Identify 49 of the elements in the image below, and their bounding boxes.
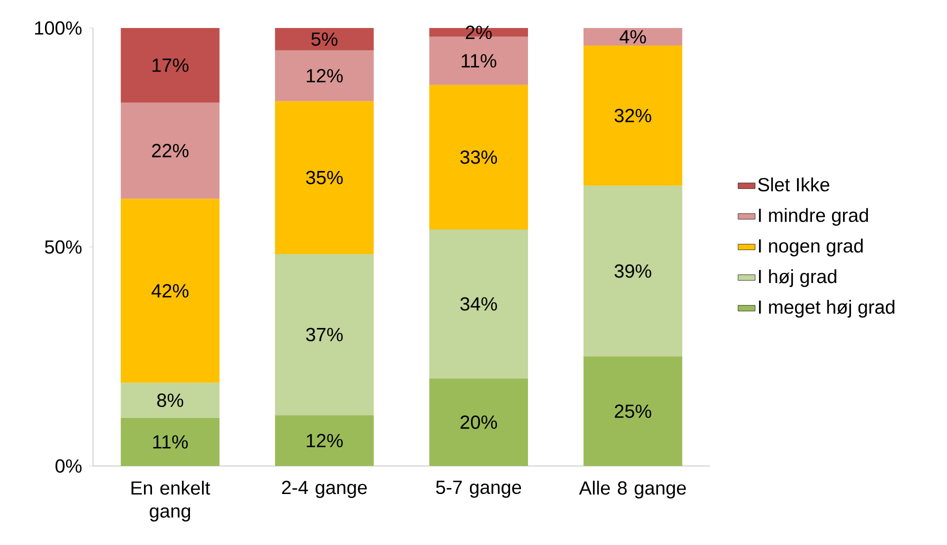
bar (120, 198, 220, 383)
x-tick-label: En enkelt gang (132, 480, 210, 522)
data-label: 12% (306, 69, 343, 82)
bar (275, 415, 374, 466)
data-label: 17% (152, 58, 188, 72)
legend-label: I nogen grad (759, 238, 863, 256)
x-tick-label: 2-4 gange (282, 480, 367, 498)
x-tick-label: 5-7 gange (436, 480, 522, 498)
data-label: 34% (460, 297, 497, 311)
legend-label: I høj grad (759, 269, 836, 287)
bar (120, 382, 220, 418)
bar (120, 102, 220, 199)
data-label: 11% (153, 435, 188, 449)
data-label: 37% (306, 328, 343, 342)
data-label: 22% (152, 144, 188, 158)
data-label: 42% (152, 284, 188, 298)
data-label: 39% (614, 264, 652, 278)
bar (584, 186, 682, 356)
legend-label: I meget høj grad (759, 300, 894, 318)
data-label: 12% (306, 434, 343, 448)
bar (429, 84, 528, 230)
bar (584, 46, 682, 186)
data-label: 2% (466, 26, 492, 40)
legend-label: I mindre grad (759, 208, 868, 226)
bar (120, 28, 220, 102)
bar (429, 28, 528, 37)
data-label: 35% (306, 170, 343, 184)
y-tick-label: 50% (44, 240, 82, 254)
data-label: 33% (460, 150, 497, 164)
bar (275, 254, 374, 416)
data-label: 8% (157, 394, 184, 408)
bar (584, 28, 682, 46)
x-tick-label: Alle 8 gange (579, 480, 686, 498)
bar (275, 28, 374, 50)
data-label: 5% (311, 32, 338, 46)
bar (275, 101, 374, 254)
bar (429, 229, 528, 378)
bar (429, 378, 528, 466)
data-label: 4% (620, 30, 646, 44)
bar (275, 50, 374, 102)
bar (120, 418, 220, 466)
data-label: 11% (462, 54, 496, 68)
data-label: 20% (460, 415, 497, 429)
data-label: 32% (614, 108, 652, 122)
legend-label: Slet Ikke (758, 177, 830, 192)
bar (584, 356, 682, 466)
data-label: 25% (614, 404, 652, 418)
y-tick-label: 100% (35, 21, 82, 35)
y-tick-label: 0% (56, 459, 82, 473)
